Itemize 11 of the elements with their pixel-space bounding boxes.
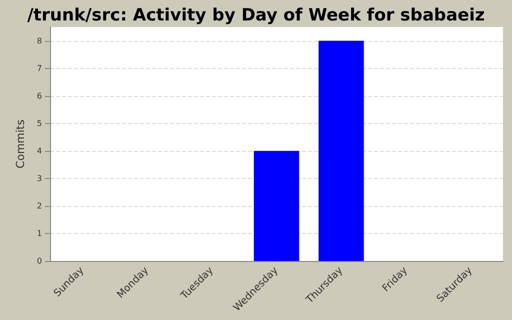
y-tick-label: 8 bbox=[36, 36, 42, 46]
y-tick-label: 2 bbox=[36, 201, 42, 210]
y-tick-label: 3 bbox=[36, 174, 42, 183]
y-tick-label: 0 bbox=[36, 256, 42, 266]
y-tick-label: 5 bbox=[36, 118, 42, 128]
y-tick-label: 4 bbox=[36, 146, 42, 156]
y-axis-title: Commits bbox=[14, 119, 28, 168]
y-tick-label: 1 bbox=[36, 228, 42, 238]
y-tick-label: 6 bbox=[36, 91, 42, 100]
chart-title: /trunk/src: Activity by Day of Week for sbabaeiz bbox=[27, 6, 485, 26]
y-tick-label: 7 bbox=[36, 64, 42, 73]
